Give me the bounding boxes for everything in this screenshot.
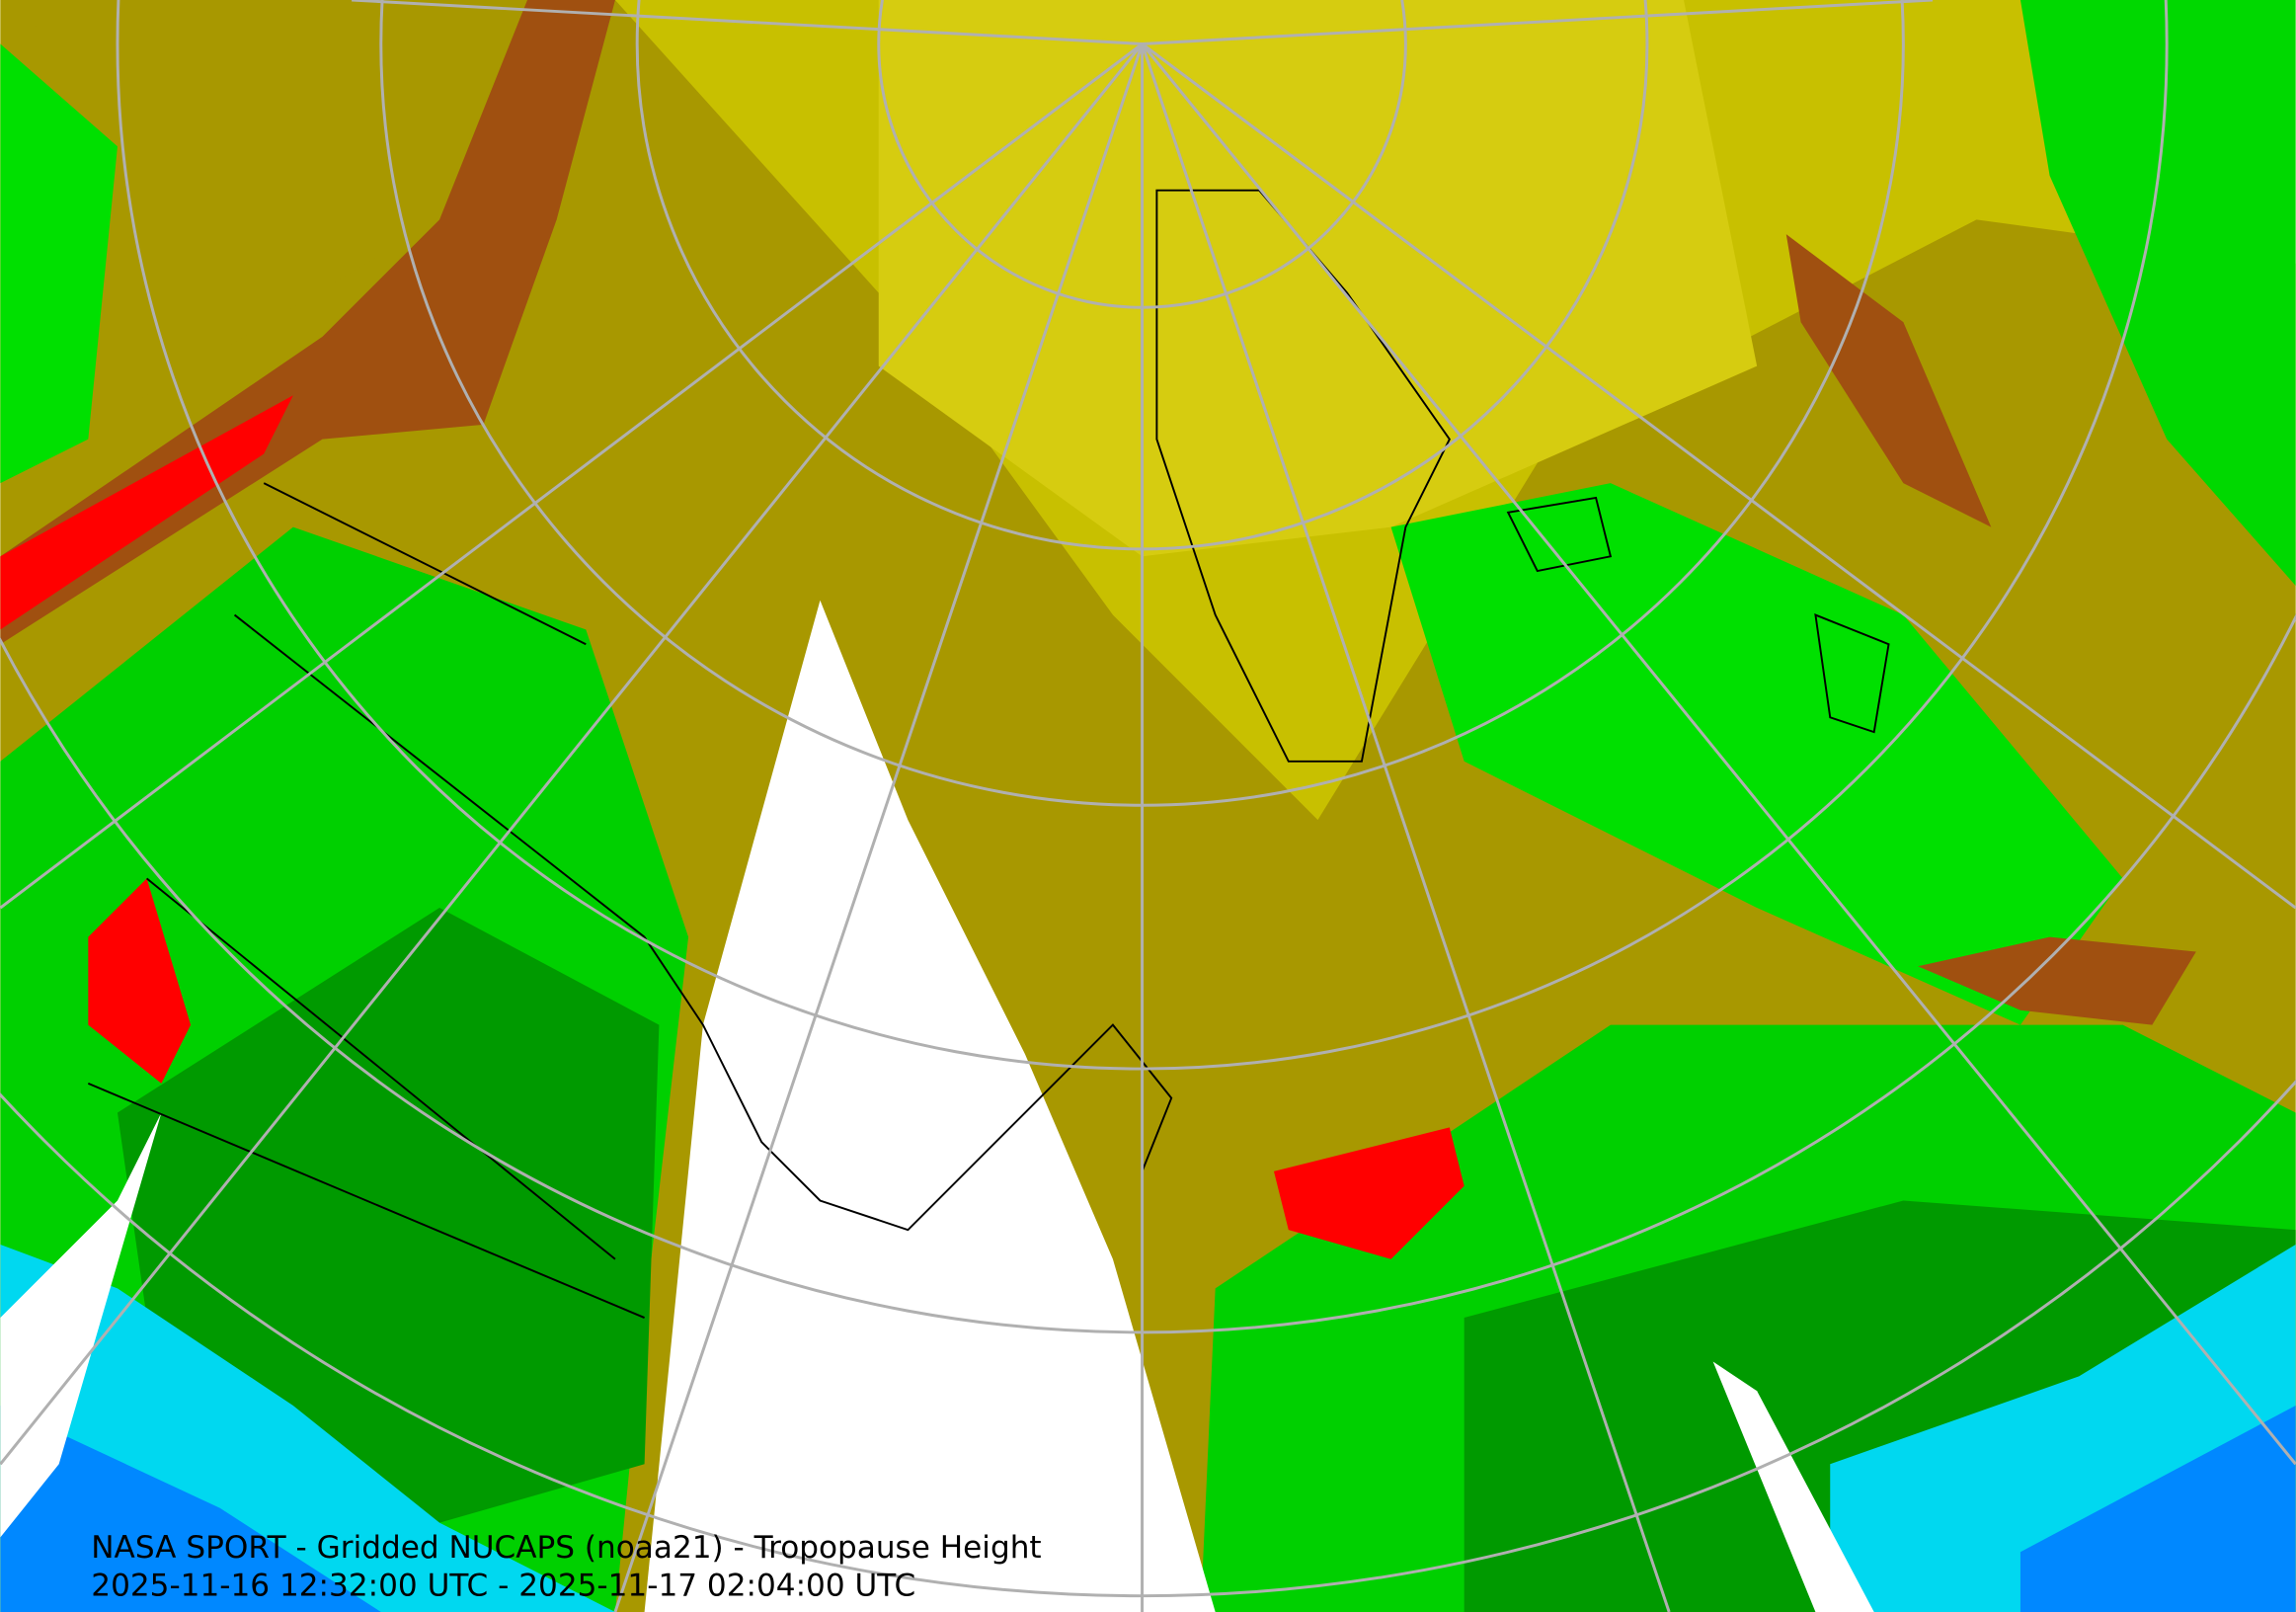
caption-title: NASA SPORT - Gridded NUCAPS (noaa21) - T… <box>91 1530 1041 1566</box>
caption-time: 2025-11-16 12:32:00 UTC - 2025-11-17 02:… <box>91 1569 915 1604</box>
